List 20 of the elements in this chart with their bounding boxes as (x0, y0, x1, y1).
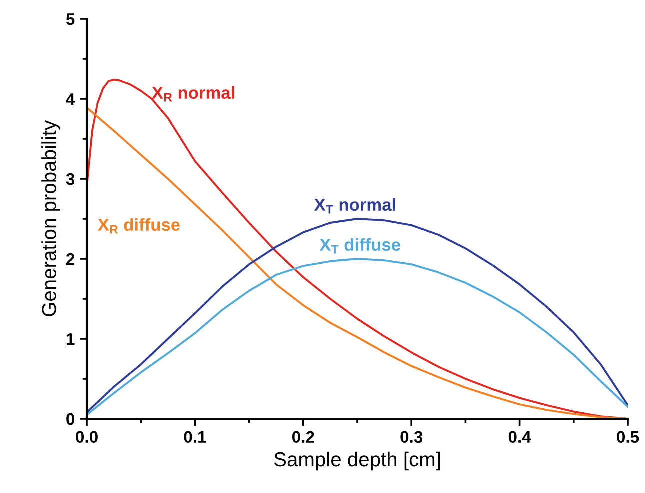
series-label: X$_{R}$ normal (152, 86, 234, 102)
y-tick-label: 1 (66, 334, 75, 346)
y-tick-label: 2 (66, 253, 75, 266)
x-tick-label: 0.0 (76, 431, 98, 444)
line-series (87, 218, 628, 414)
x-tick-label: 0.2 (292, 431, 314, 444)
y-tick-label: 0 (66, 413, 75, 426)
x-axis-title: Sample depth [cm] (274, 452, 440, 471)
line-series (87, 258, 628, 416)
x-tick-label: 0.3 (400, 431, 423, 444)
x-tick-label: 0.5 (617, 431, 640, 444)
x-tick-label: 0.4 (508, 431, 532, 444)
x-tick-label: 0.1 (184, 431, 206, 444)
series-label: X$_{T}$ diffuse (320, 238, 400, 254)
y-tick-label: 3 (66, 173, 75, 186)
series-label: X$_{T}$ normal (314, 198, 396, 214)
y-tick-label: 5 (66, 14, 75, 26)
y-axis-title: Generation probability (42, 120, 60, 316)
series-label: X$_{R}$ diffuse (98, 218, 180, 234)
y-tick-label: 4 (66, 94, 76, 106)
